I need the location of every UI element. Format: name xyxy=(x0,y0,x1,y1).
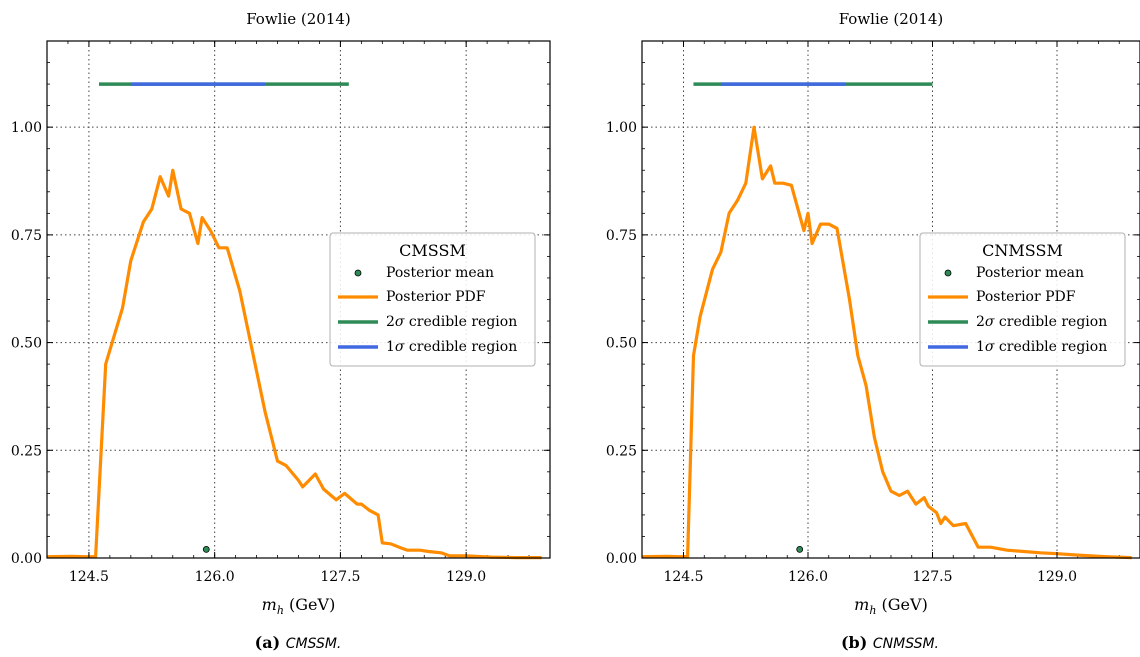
legend-entry-label: 2σ credible region xyxy=(976,314,1107,330)
chart-panel-1: 124.5 126.0 127.5 129.0 0.00 0.25 0.50 0.75 1.00… xyxy=(11,10,551,652)
tick-label-y: 0.75 xyxy=(606,228,637,244)
tick-label-y: 0.50 xyxy=(606,336,637,352)
series-posterior-mean-marker xyxy=(202,545,210,553)
legend: CNMSSM Posterior mean Posterior PDF 2σ cred… xyxy=(919,232,1126,367)
figure-caption: (b) CNMSSM. xyxy=(841,633,939,652)
tick-label-y: 0.50 xyxy=(11,336,42,352)
tick-label-y: 0.25 xyxy=(11,443,42,459)
plot-frame xyxy=(46,40,551,559)
legend-marker-posterior-mean xyxy=(944,269,952,277)
series-posterior-pdf xyxy=(641,125,1132,560)
legend-title: CMSSM xyxy=(399,241,466,260)
series-posterior-pdf xyxy=(46,168,542,560)
chart-panel-2: 124.5 126.0 127.5 129.0 0.00 0.25 0.50 0.75 1.00… xyxy=(606,10,1140,652)
chart-title: Fowlie (2014) xyxy=(839,10,944,28)
legend-entry-label: Posterior PDF xyxy=(386,289,486,305)
legend-entry-label: Posterior PDF xyxy=(976,289,1076,305)
legend-entry-label: Posterior mean xyxy=(976,265,1084,281)
plot-frame xyxy=(641,40,1140,559)
legend-entry-label: 1σ credible region xyxy=(386,339,517,355)
legend-box xyxy=(329,232,536,367)
tick-label-x: 126.0 xyxy=(195,569,235,585)
chart-title: Fowlie (2014) xyxy=(246,10,351,28)
tick-label-y: 0.75 xyxy=(11,228,42,244)
tick-label-x: 124.5 xyxy=(69,569,109,585)
tick-label-y: 0.00 xyxy=(606,551,637,567)
axis-label-x: mh (GeV) xyxy=(854,595,928,617)
tick-label-y: 1.00 xyxy=(606,120,637,136)
tick-label-x: 126.0 xyxy=(788,569,828,585)
series-posterior-mean-marker xyxy=(796,545,804,553)
tick-label-x: 127.5 xyxy=(320,569,360,585)
axis-label-x: mh (GeV) xyxy=(262,595,336,617)
figure-caption: (a) CMSSM. xyxy=(255,633,342,652)
grid xyxy=(642,41,1140,558)
tick-label-x: 124.5 xyxy=(663,569,703,585)
tick-label-y: 1.00 xyxy=(11,120,42,136)
tick-label-x: 127.5 xyxy=(912,569,952,585)
tick-label-x: 129.0 xyxy=(446,569,486,585)
legend-entry-label: Posterior mean xyxy=(386,265,494,281)
tick-label-y: 0.00 xyxy=(11,551,42,567)
tick-label-x: 129.0 xyxy=(1037,569,1077,585)
tick-label-y: 0.25 xyxy=(606,443,637,459)
legend-entry-label: 1σ credible region xyxy=(976,339,1107,355)
legend: CMSSM Posterior mean Posterior PDF 2σ credi… xyxy=(329,232,536,367)
legend-marker-posterior-mean xyxy=(354,269,362,277)
legend-box xyxy=(919,232,1126,367)
legend-entry-label: 2σ credible region xyxy=(386,314,517,330)
legend-title: CNMSSM xyxy=(982,241,1063,260)
